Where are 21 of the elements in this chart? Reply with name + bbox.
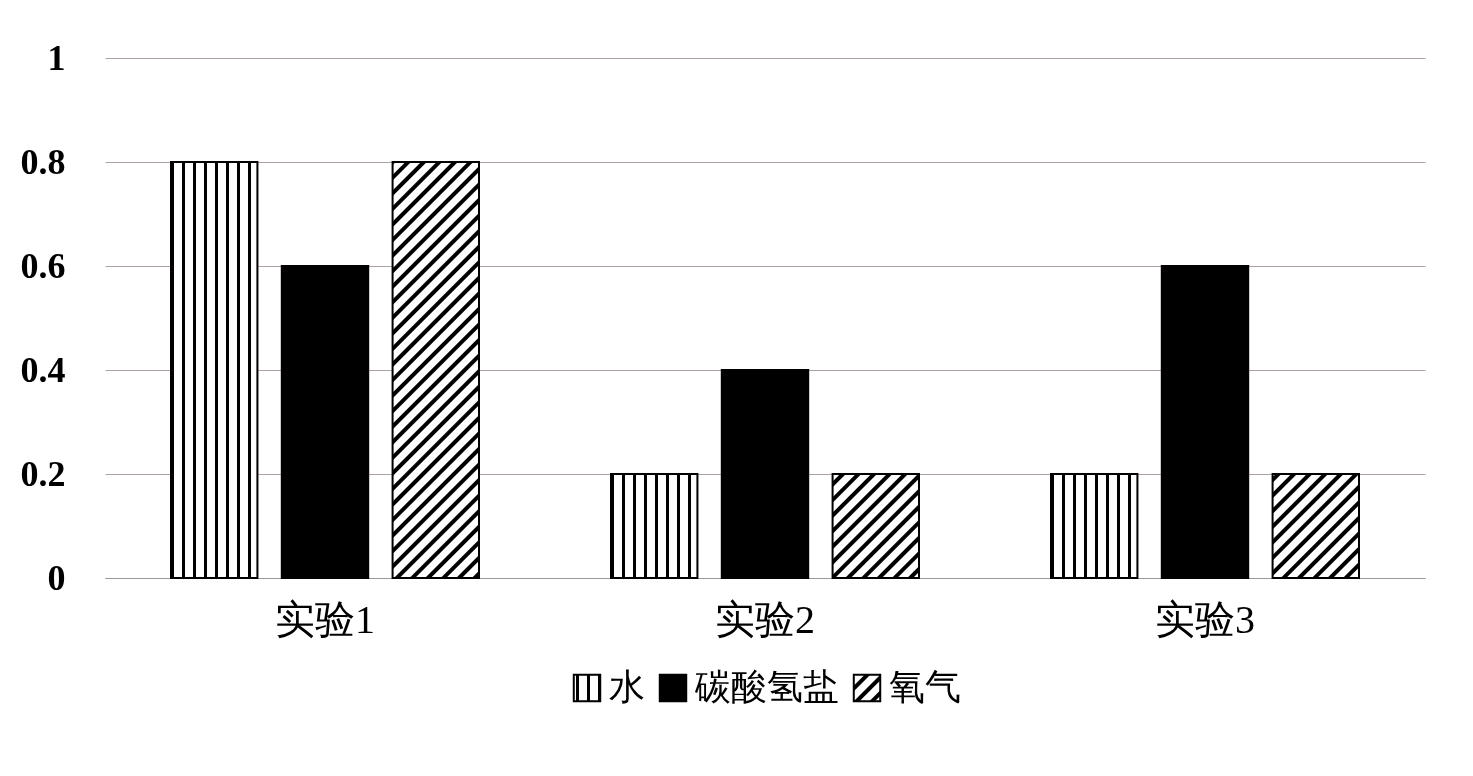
y-tick-label: 0 — [47, 557, 66, 598]
bar — [831, 473, 920, 579]
legend-label: 碳酸氢盐 — [694, 667, 839, 707]
legend-label: 氧气 — [889, 667, 961, 707]
y-tick-label: 0.2 — [20, 453, 66, 494]
y-tick-label: 0.6 — [20, 245, 66, 286]
legend-label: 水 — [609, 667, 645, 707]
bar — [1050, 473, 1139, 579]
bar — [280, 265, 370, 579]
x-tick-label: 实验1 — [275, 596, 375, 642]
bar — [720, 369, 810, 579]
bar — [391, 161, 480, 579]
x-tick-label: 实验3 — [1155, 596, 1255, 642]
bar — [170, 161, 259, 579]
bar — [1160, 265, 1250, 579]
bar — [610, 473, 699, 579]
y-tick-label: 0.4 — [20, 349, 66, 390]
bar — [1271, 473, 1360, 579]
x-tick-label: 实验2 — [715, 596, 815, 642]
y-tick-label: 1 — [47, 37, 66, 78]
y-tick-label: 0.8 — [20, 141, 66, 182]
